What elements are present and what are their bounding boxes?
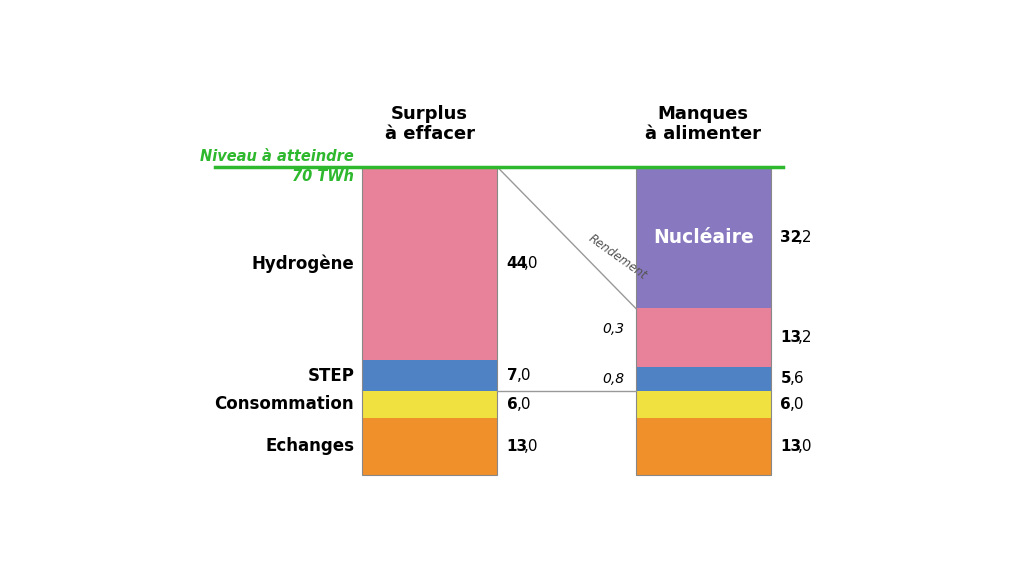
Bar	[362, 166, 497, 361]
Bar	[362, 418, 497, 475]
Text: 13: 13	[780, 439, 802, 454]
Text: Echanges: Echanges	[265, 437, 354, 455]
Bar	[362, 391, 497, 418]
Text: 6: 6	[507, 397, 517, 412]
Text: Niveau à atteindre: Niveau à atteindre	[201, 150, 354, 165]
Text: ,2: ,2	[798, 330, 812, 345]
Text: 7: 7	[507, 369, 517, 384]
Bar	[636, 166, 771, 475]
Text: Nucléaire: Nucléaire	[653, 228, 754, 247]
Text: Consommation: Consommation	[215, 396, 354, 414]
Bar	[636, 166, 771, 309]
Text: ,6: ,6	[791, 372, 805, 386]
Text: Surplus
à effacer: Surplus à effacer	[385, 105, 474, 143]
Text: ,0: ,0	[798, 439, 812, 454]
Text: 0,8: 0,8	[602, 372, 624, 386]
Text: ,0: ,0	[524, 256, 539, 271]
Text: ,2: ,2	[798, 230, 812, 245]
Text: ,0: ,0	[516, 369, 531, 384]
Text: 0,3: 0,3	[602, 322, 624, 336]
Bar	[636, 391, 771, 418]
Text: Hydrogène: Hydrogène	[252, 255, 354, 273]
Text: Rendement: Rendement	[587, 232, 649, 282]
Text: 44: 44	[507, 256, 527, 271]
Text: 5: 5	[780, 372, 791, 386]
Text: 70 TWh: 70 TWh	[292, 169, 354, 184]
Text: ,0: ,0	[516, 397, 531, 412]
Text: 6: 6	[780, 397, 792, 412]
Text: Manques
à alimenter: Manques à alimenter	[645, 105, 762, 143]
Text: 13: 13	[780, 330, 802, 345]
Text: STEP: STEP	[307, 367, 354, 385]
Text: ,0: ,0	[524, 439, 539, 454]
Text: 32: 32	[780, 230, 802, 245]
Bar	[362, 361, 497, 391]
Bar	[636, 418, 771, 475]
Text: ,0: ,0	[791, 397, 805, 412]
Bar	[362, 166, 497, 475]
Text: 13: 13	[507, 439, 527, 454]
Bar	[636, 309, 771, 366]
Bar	[636, 366, 771, 391]
